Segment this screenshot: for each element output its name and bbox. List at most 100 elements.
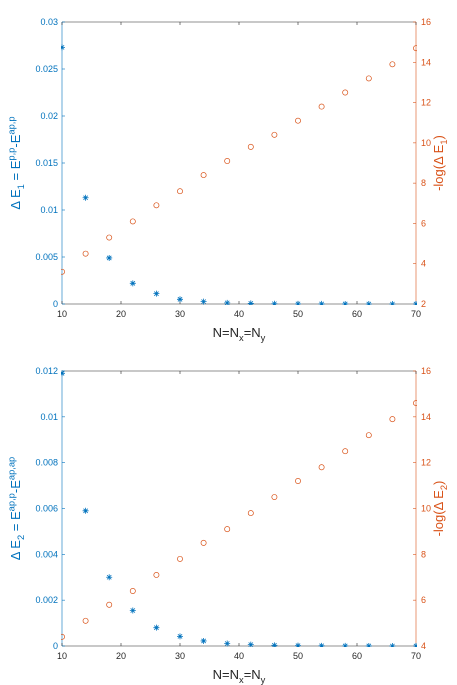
circle-point [200,172,207,179]
asterisk-point [342,642,349,647]
left-y-tick-label: 0.015 [35,158,58,168]
circle-point [82,617,89,624]
right-y-tick-label: 8 [421,549,426,559]
x-tick-label: 20 [116,651,126,661]
circle-point [342,448,349,455]
left-y-tick-label: 0.002 [35,595,58,605]
x-tick-label: 70 [411,309,421,319]
right-y-tick-label: 8 [421,178,426,188]
right-y-tick-label: 12 [421,98,431,108]
data-points [61,44,417,305]
asterisk-point [389,642,396,647]
left-y-tick-label: 0.008 [35,458,58,468]
asterisk-point [61,44,65,51]
right-y-tick-label: 14 [421,57,431,67]
data-points [61,370,417,647]
right-y-tick-label: 16 [421,366,431,376]
asterisk-point [129,280,136,287]
circle-point [177,555,183,562]
asterisk-point [318,300,325,305]
right-y-tick-label: 4 [421,259,426,269]
right-y-tick-label: 12 [421,458,431,468]
left-y-tick-label: 0.01 [40,205,58,215]
circle-point [365,75,372,82]
chart-panel-1: 10 20 30 40 50 60 70 0 0.005 0.01 0.015 0.02 0.025 0.… [7,17,450,343]
asterisk-point [224,299,231,305]
circle-point [82,250,89,257]
circle-point [177,188,183,195]
x-axis-label: N=Nx=Ny [213,667,266,685]
circle-point [247,510,254,517]
left-y-tick-label: 0 [53,299,58,309]
right-y-tick-label: 2 [421,299,426,309]
left-y-tick-label: 0.005 [35,252,58,262]
asterisk-point [200,298,207,305]
right-y-tick-label: 6 [421,595,426,605]
right-y-tick-label: 6 [421,218,426,228]
asterisk-point [129,607,136,614]
x-tick-label: 10 [57,309,67,319]
circle-point [153,202,160,209]
asterisk-point [247,300,254,305]
asterisk-point [295,642,301,647]
circle-point [247,143,254,150]
left-y-axis-label: Δ E1 = Ep,p-Eap,p [7,116,27,209]
circle-point [413,400,417,407]
left-y-tick-label: 0.01 [40,412,58,422]
circle-point [295,117,301,124]
circle-point [389,416,396,423]
x-tick-label: 20 [116,309,126,319]
circle-point [153,572,160,578]
asterisk-point [365,642,372,647]
asterisk-point [318,642,325,647]
asterisk-point [106,254,113,261]
x-tick-label: 50 [293,651,303,661]
circle-point [389,61,396,68]
x-tick-label: 60 [352,309,362,319]
chart-panel-2: 10 20 30 40 50 60 70 0 0.002 0.004 0.006 0.008 0.01 0… [7,366,450,685]
circle-point [295,478,301,484]
right-y-axis-label: -log(Δ E1) [431,135,449,191]
circle-point [200,539,207,546]
asterisk-point [389,300,396,305]
x-tick-label: 70 [411,651,421,661]
right-y-tick-label: 14 [421,412,431,422]
left-y-tick-label: 0 [53,641,58,651]
right-y-tick-label: 16 [421,17,431,27]
asterisk-point [413,642,417,647]
asterisk-point [200,637,207,644]
asterisk-point [106,574,113,581]
x-tick-label: 60 [352,651,362,661]
left-y-axis-label: Δ E2 = Eap,p-Eap,ap [7,457,27,561]
circle-point [224,158,231,164]
circle-point [365,432,372,439]
circle-point [106,601,113,608]
circle-point [342,89,349,96]
x-tick-label: 30 [175,651,185,661]
circle-point [318,464,325,471]
asterisk-point [413,300,417,305]
circle-point [318,103,325,110]
circle-point [271,131,278,138]
left-y-tick-label: 0.025 [35,64,58,74]
left-y-tick-label: 0.012 [35,366,58,376]
asterisk-point [177,296,183,303]
asterisk-point [342,300,349,305]
asterisk-point [365,300,372,305]
circle-point [129,588,136,594]
x-tick-label: 40 [234,651,244,661]
right-y-tick-label: 10 [421,138,431,148]
asterisk-point [153,290,160,297]
circle-point [61,633,65,640]
right-y-axis-label: -log(Δ E2) [431,481,449,537]
asterisk-point [295,300,301,305]
asterisk-point [177,633,183,640]
x-tick-label: 40 [234,309,244,319]
asterisk-point [224,640,231,647]
asterisk-point [153,624,160,631]
x-tick-label: 30 [175,309,185,319]
circle-point [106,234,113,241]
x-tick-label: 50 [293,309,303,319]
asterisk-point [61,370,65,377]
